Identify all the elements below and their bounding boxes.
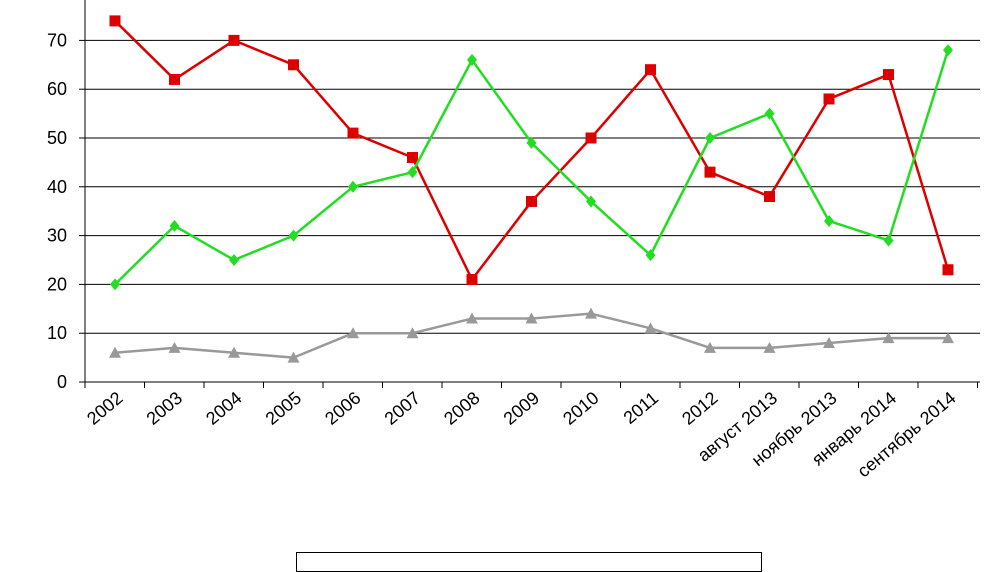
data-point [466, 274, 478, 286]
data-point [705, 132, 715, 144]
data-point [466, 312, 478, 324]
data-point [288, 229, 299, 242]
data-point [764, 107, 775, 120]
y-tick-label: 0 [57, 372, 67, 392]
data-point [764, 191, 775, 203]
data-point [169, 73, 180, 85]
y-tick-label: 20 [47, 274, 67, 294]
data-point [407, 152, 418, 164]
data-point [348, 180, 358, 193]
axes [79, 0, 980, 388]
series-line [114, 19, 950, 281]
y-tick-label: 40 [47, 177, 67, 197]
data-point [347, 127, 359, 139]
data-point [824, 214, 834, 227]
data-point [228, 346, 240, 358]
x-axis-tick-labels: 2002 2003 2004 2005 2006 2007 2008 2009 2010 2011… [83, 388, 960, 482]
x-tick-label: 2009 [500, 388, 544, 429]
data-point [287, 351, 300, 363]
x-tick-label: 2003 [143, 388, 187, 429]
data-point [883, 69, 894, 81]
data-point [645, 249, 656, 262]
x-tick-label: 2007 [381, 388, 425, 429]
series-1 [109, 15, 954, 286]
data-point [406, 327, 419, 339]
data-point [882, 332, 895, 344]
data-point [168, 341, 181, 353]
data-point [526, 136, 537, 149]
data-point [229, 254, 239, 266]
data-point [169, 219, 180, 232]
data-point [110, 278, 120, 291]
data-point [109, 15, 121, 27]
legend-box [296, 552, 762, 572]
data-point [288, 59, 299, 71]
data-point [228, 34, 240, 46]
data-point [823, 93, 835, 105]
series-3 [109, 307, 954, 363]
y-tick-label: 10 [47, 323, 67, 343]
data-point [586, 195, 596, 208]
data-point [525, 312, 538, 324]
series-lines [109, 15, 954, 363]
data-point [526, 195, 537, 207]
data-point [644, 322, 657, 334]
y-axis-tick-labels: 0 10 20 30 40 50 60 70 [47, 30, 67, 392]
data-point [407, 166, 418, 179]
data-point [704, 166, 716, 178]
series-2 [110, 44, 953, 291]
x-tick-label: 2011 [620, 388, 663, 428]
data-point [704, 341, 716, 353]
data-point [585, 307, 597, 319]
data-point [645, 64, 656, 76]
data-point [585, 132, 597, 144]
x-tick-label: 2004 [202, 388, 246, 429]
y-tick-label: 50 [47, 128, 67, 148]
x-tick-label: 2006 [321, 388, 365, 429]
series-line [114, 49, 950, 286]
data-point [467, 53, 477, 66]
data-point [942, 264, 954, 276]
x-tick-label: 2008 [440, 388, 484, 429]
data-point [109, 346, 121, 358]
data-point [942, 332, 954, 344]
data-point [763, 341, 776, 353]
data-point [943, 44, 953, 57]
data-point [347, 327, 359, 339]
data-point [883, 234, 894, 247]
y-tick-label: 70 [47, 30, 67, 50]
y-tick-label: 30 [47, 226, 67, 246]
x-tick-label: 2005 [262, 388, 306, 429]
data-point [823, 336, 835, 348]
y-tick-label: 60 [47, 79, 67, 99]
x-tick-label: 2012 [678, 388, 722, 429]
x-tick-label: 2002 [83, 388, 127, 429]
x-tick-label: 2010 [559, 388, 603, 429]
line-chart: 0 10 20 30 40 50 60 70 2002 2003 2004 2005 2006 2007… [47, 0, 980, 482]
